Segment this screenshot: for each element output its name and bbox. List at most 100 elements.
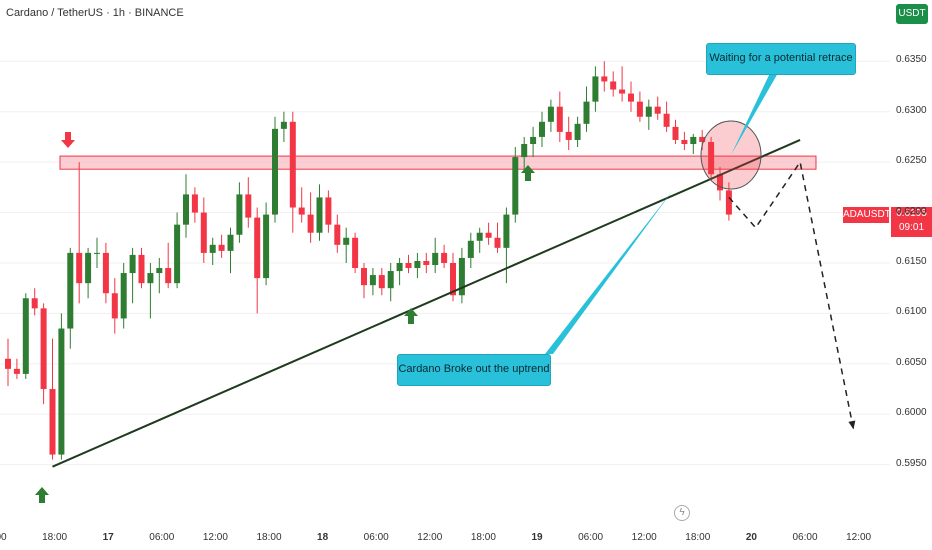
candle [645, 99, 652, 130]
candle [13, 358, 20, 379]
candle [681, 131, 688, 151]
x-tick-label: 18:00 [470, 532, 496, 543]
retrace-callout: Waiting for a potential retrace [706, 43, 856, 75]
x-tick-label: 18:00 [685, 532, 711, 543]
resistance-down-arrow [61, 132, 75, 148]
x-tick-label: 12:00 [417, 532, 443, 543]
candle [521, 136, 528, 173]
candle [361, 262, 367, 299]
candle [352, 232, 359, 274]
candle [628, 81, 634, 112]
bar-countdown: 09:01 [898, 222, 925, 233]
x-tick-label: 20 [745, 532, 757, 543]
x-tick-label: 12:00 [631, 532, 657, 543]
candle [236, 182, 243, 243]
y-tick-label: 0.6200 [896, 205, 927, 217]
candle [76, 162, 83, 304]
x-tick-label: 18:00 [256, 532, 282, 543]
uptrend-line [52, 139, 801, 468]
x-tick-label: 06:00 [578, 532, 604, 543]
candle [467, 232, 474, 269]
candle [111, 278, 118, 334]
x-tick-label: 18 [317, 532, 329, 543]
candle [378, 268, 385, 296]
support-up-arrow [35, 487, 49, 503]
projection-arrowhead [848, 420, 856, 430]
candle [31, 288, 38, 316]
candle [129, 247, 136, 304]
y-tick-label: 0.5950 [896, 457, 927, 469]
candle [263, 202, 270, 286]
candle [396, 257, 403, 286]
candle [556, 91, 563, 142]
candle [547, 99, 554, 132]
candle [654, 96, 661, 120]
candle [156, 257, 163, 294]
candle [450, 252, 456, 302]
x-tick-label: 19 [531, 532, 543, 543]
y-tick-label: 0.6350 [896, 54, 927, 66]
candle [58, 313, 65, 460]
x-tick-label: 06:00 [149, 532, 175, 543]
retrace-callout-pointer [731, 73, 778, 155]
lightning-icon[interactable]: ϟ [674, 505, 690, 521]
currency-button[interactable]: USDT [896, 4, 928, 24]
y-tick-label: 0.6300 [896, 104, 927, 116]
y-tick-label: 0.6250 [896, 155, 927, 167]
candle [138, 247, 145, 289]
candle [494, 222, 501, 253]
breakout-callout-pointer [545, 190, 673, 354]
candle [254, 207, 261, 314]
candle [307, 192, 314, 243]
candle [476, 227, 483, 253]
candle [343, 227, 350, 263]
candle [147, 262, 154, 319]
candle [165, 242, 172, 289]
y-tick-label: 0.6150 [896, 255, 927, 267]
candle [601, 61, 608, 92]
candle [539, 111, 545, 148]
candle [191, 187, 198, 223]
candle [530, 126, 537, 158]
candle [183, 174, 189, 238]
y-tick-label: 0.6000 [896, 407, 927, 419]
support-up-arrow [521, 165, 535, 181]
candle [414, 252, 421, 279]
support-up-arrow [404, 308, 418, 324]
x-tick-label: 12:00 [846, 532, 872, 543]
candle [574, 116, 581, 148]
candle [619, 66, 626, 102]
candle [325, 190, 332, 233]
candle [298, 187, 305, 223]
candle [22, 293, 29, 379]
candle [209, 237, 216, 265]
candle [218, 234, 225, 258]
x-tick-label: 17 [102, 532, 114, 543]
markers [35, 132, 535, 503]
x-tick-label: 00 [0, 532, 7, 543]
price-tag: 0.6195 09:01 [891, 207, 932, 237]
candle [49, 338, 56, 460]
candle [120, 262, 127, 329]
current-price: 0.6195 [896, 208, 927, 219]
candle [717, 167, 723, 201]
candle [272, 116, 278, 223]
x-tick-label: 18:00 [42, 532, 68, 543]
candle [334, 214, 341, 253]
candle [485, 222, 492, 245]
candle [503, 207, 510, 284]
candle [672, 119, 679, 144]
candle [40, 303, 47, 405]
candle [708, 136, 715, 181]
breakout-callout: Cardano Broke out the uptrend [397, 354, 551, 386]
candle [200, 197, 207, 263]
candle [227, 227, 234, 274]
x-tick-label: 06:00 [363, 532, 389, 543]
y-tick-label: 0.6100 [896, 306, 927, 318]
candle [387, 262, 394, 302]
symbol-label: ADAUSDT [843, 207, 891, 223]
resistance-zone [59, 155, 817, 170]
candle [289, 111, 296, 233]
x-tick-label: 06:00 [792, 532, 818, 543]
